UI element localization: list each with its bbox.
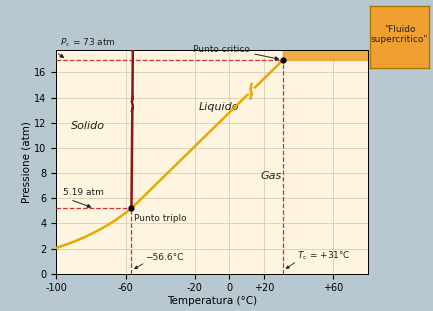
Text: $T_{\rm c}$ = +31°C: $T_{\rm c}$ = +31°C [297, 250, 351, 262]
Text: 5.19 atm: 5.19 atm [63, 188, 104, 197]
Text: Punto triplo: Punto triplo [134, 214, 187, 223]
Text: $P_{\rm c}$ = 73 atm: $P_{\rm c}$ = 73 atm [60, 36, 116, 49]
Text: Solido: Solido [71, 121, 104, 131]
Text: Punto critico: Punto critico [194, 45, 250, 54]
Text: Gas: Gas [261, 171, 282, 181]
Y-axis label: Pressione (atm): Pressione (atm) [21, 121, 32, 203]
X-axis label: Temperatura (°C): Temperatura (°C) [167, 296, 257, 306]
Text: "Fluido
supercritico": "Fluido supercritico" [371, 25, 428, 44]
Text: Liquido: Liquido [198, 102, 239, 112]
Text: −56.6°C: −56.6°C [145, 253, 184, 262]
